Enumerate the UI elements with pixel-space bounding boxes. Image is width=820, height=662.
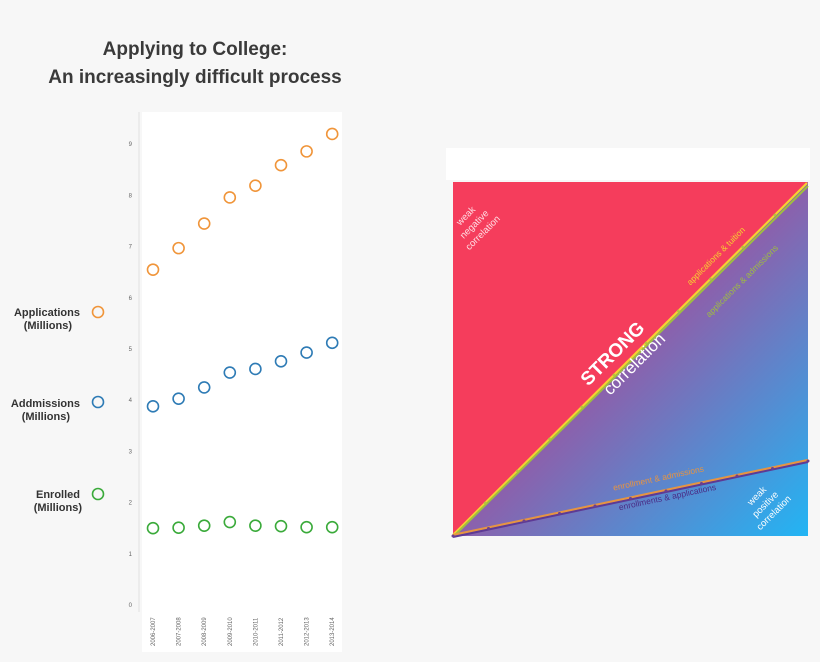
point-applications xyxy=(300,145,313,158)
diagram-header-panel xyxy=(446,148,810,180)
point-enrolled xyxy=(172,521,185,534)
point-applications xyxy=(172,241,185,255)
y-tick-label: 1 xyxy=(129,552,133,558)
point-admissions xyxy=(325,336,339,350)
legend-label-enrolled-2: (Millions) xyxy=(34,502,83,514)
x-tick-label: 2006-2007 xyxy=(151,617,157,646)
point-admissions xyxy=(274,354,288,368)
strong-line-dot xyxy=(741,245,745,249)
point-enrolled xyxy=(223,515,237,529)
data-points xyxy=(146,127,339,535)
page-title: Applying to College: An increasingly dif… xyxy=(20,36,370,92)
point-enrolled xyxy=(300,520,313,534)
y-tick-label: 4 xyxy=(129,398,133,404)
x-tick-label: 2007-2008 xyxy=(177,617,183,646)
point-applications xyxy=(223,191,237,204)
weak-line-dot xyxy=(487,527,490,530)
legend-label-admissions-1: Addmissions xyxy=(11,398,80,410)
point-enrolled xyxy=(249,519,262,532)
y-tick-label: 8 xyxy=(129,193,133,199)
x-tick-label: 2010-2011 xyxy=(253,617,259,646)
weak-line-dot xyxy=(522,519,526,523)
point-admissions xyxy=(223,366,237,379)
y-tick-label: 5 xyxy=(129,347,133,353)
weak-line-dot xyxy=(700,482,703,485)
legend-marker-enrolled xyxy=(91,487,105,501)
strong-line-dot xyxy=(580,405,584,409)
x-tick-label: 2012-2013 xyxy=(305,617,311,646)
weak-line-dot xyxy=(593,504,597,508)
y-tick-label: 7 xyxy=(129,245,133,251)
y-tick-label: 6 xyxy=(129,296,133,302)
legend-label-applications-1: Applications xyxy=(14,307,80,319)
point-applications xyxy=(325,127,339,141)
strong-line-dot xyxy=(644,341,648,345)
x-tick-label: 2013-2014 xyxy=(330,617,336,646)
x-tick-label: 2009-2010 xyxy=(228,617,234,646)
strong-line-dot xyxy=(676,309,680,313)
weak-line-dot xyxy=(629,497,632,500)
y-tick-label: 0 xyxy=(129,603,133,609)
point-admissions xyxy=(146,400,160,413)
y-axis-ticks: 0 1 2 3 4 5 6 7 8 9 xyxy=(129,142,133,609)
point-enrolled xyxy=(146,521,160,535)
x-tick-label: 2008-2009 xyxy=(202,617,208,646)
legend-marker-applications xyxy=(91,305,105,319)
point-enrolled xyxy=(197,519,211,532)
weak-line-dot xyxy=(771,467,774,470)
point-applications xyxy=(197,217,211,230)
point-applications xyxy=(274,158,288,172)
point-enrolled xyxy=(325,520,339,534)
line-applications-admissions xyxy=(453,185,809,537)
weak-line-dot xyxy=(806,459,810,463)
plot-background xyxy=(142,112,342,652)
point-applications xyxy=(146,263,160,276)
legend-label-enrolled-1: Enrolled xyxy=(36,489,80,501)
point-admissions xyxy=(300,346,313,359)
strong-line-dot xyxy=(483,501,487,505)
line-applications-tuition xyxy=(452,182,808,536)
legend-label-admissions-2: (Millions) xyxy=(22,411,71,423)
weak-line-dot xyxy=(664,489,668,493)
weak-line-dot xyxy=(558,512,561,515)
title-line-1: Applying to College: xyxy=(102,39,288,60)
y-tick-label: 9 xyxy=(129,142,133,148)
legend-label-applications-2: (Millions) xyxy=(24,320,73,332)
strong-line-dots xyxy=(483,213,777,505)
weak-line-dots xyxy=(451,459,810,538)
correlation-diagram: weak negative correlation STRONG correla… xyxy=(446,148,810,538)
y-tick-label: 3 xyxy=(129,449,133,455)
strong-line-dot xyxy=(709,277,712,281)
point-applications xyxy=(249,179,262,192)
strong-line-dot xyxy=(548,437,551,441)
legend-marker-admissions xyxy=(91,395,105,409)
x-axis-ticks: 2006-2007 2007-2008 2008-2009 2009-2010 2010… xyxy=(151,617,336,646)
strong-line-dot xyxy=(515,469,519,473)
legend: Applications (Millions) Addmissions (Mil… xyxy=(11,305,105,514)
weak-line-dot xyxy=(451,534,455,538)
strong-line-dot xyxy=(612,373,616,377)
point-admissions xyxy=(197,381,211,394)
title-line-2: An increasingly difficult process xyxy=(48,67,342,88)
point-admissions xyxy=(172,392,185,405)
point-enrolled xyxy=(274,519,288,533)
x-tick-label: 2011-2012 xyxy=(279,617,285,646)
y-tick-label: 2 xyxy=(129,501,133,507)
weak-line-dot xyxy=(735,474,739,478)
strong-line-dot xyxy=(773,213,777,217)
point-admissions xyxy=(249,362,262,376)
